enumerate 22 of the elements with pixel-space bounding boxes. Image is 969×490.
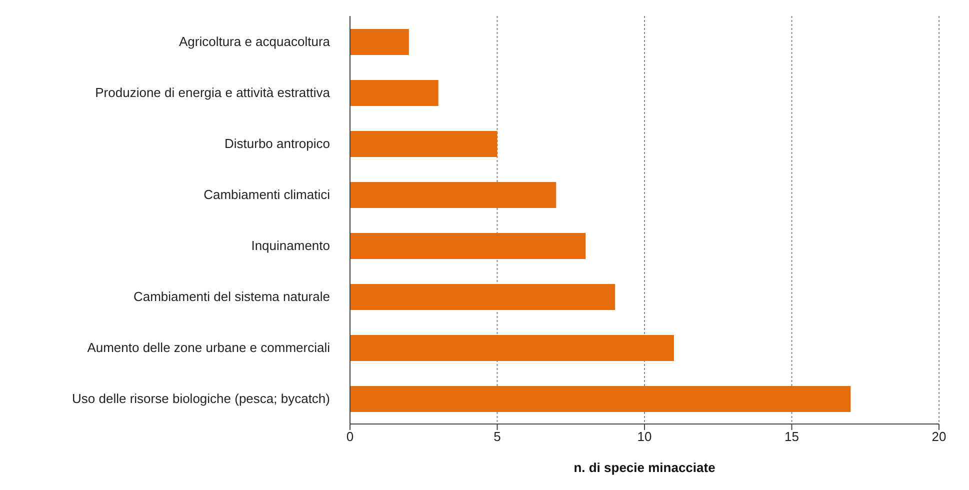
x-tick-label: 10	[637, 429, 652, 444]
x-axis-title: n. di specie minacciate	[574, 460, 716, 475]
y-tick-label: Cambiamenti climatici	[204, 187, 330, 202]
x-tick-label: 0	[346, 429, 354, 444]
y-tick-label: Agricoltura e acquacoltura	[178, 34, 331, 50]
y-tick-label: Cambiamenti del sistema naturale	[133, 289, 330, 304]
x-tick-label: 15	[784, 429, 799, 444]
y-tick-label: Uso delle risorse biologiche (pesca; bycatch)	[72, 391, 330, 406]
bar	[350, 233, 586, 259]
bar	[350, 386, 851, 412]
bar	[350, 182, 556, 208]
bar	[350, 335, 674, 361]
bar	[350, 284, 616, 310]
y-tick-label: Disturbo antropico	[224, 136, 330, 152]
bar	[350, 131, 498, 157]
bar	[350, 80, 438, 106]
y-tick-label: Inquinamento	[251, 238, 330, 254]
x-tick-label: 5	[494, 429, 501, 444]
x-tick-label: 20	[932, 429, 946, 444]
y-tick-label: Produzione di energia e attività estrattiva	[95, 85, 331, 100]
bar	[350, 29, 409, 55]
y-tick-label: Aumento delle zone urbane e commerciali	[87, 340, 330, 356]
